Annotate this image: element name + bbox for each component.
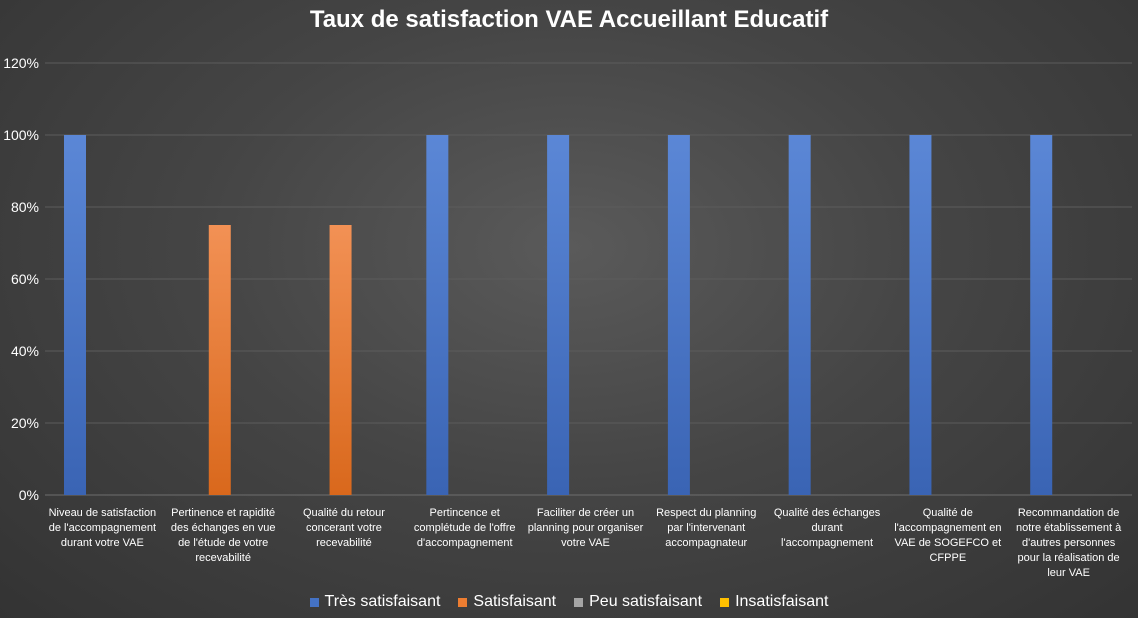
y-tick-label: 60%: [11, 271, 39, 287]
y-tick-label: 40%: [11, 343, 39, 359]
y-tick-label: 100%: [3, 127, 39, 143]
y-tick-label: 0%: [19, 487, 39, 503]
legend-item: Insatisfaisant: [720, 593, 828, 611]
x-tick-label: Niveau de satisfaction de l'accompagneme…: [48, 507, 157, 549]
bar-satisfaisant: [329, 225, 352, 495]
x-tick-label: Recommandation de notre établissement à …: [1016, 507, 1122, 579]
legend-swatch: [458, 597, 468, 607]
legend-label: Insatisfaisant: [735, 593, 829, 610]
x-tick-label: Qualité de l'accompagnement en VAE de SO…: [894, 507, 1002, 564]
bar-très-satisfaisant: [909, 135, 932, 495]
x-tick-label: Respect du planning par l'intervenant ac…: [656, 507, 757, 549]
legend-label: Très satisfaisant: [324, 593, 441, 610]
x-tick-label: Qualité du retour concerant votre receva…: [302, 507, 385, 549]
bar-très-satisfaisant: [1030, 135, 1053, 495]
legend: Très satisfaisant Satisfaisant Peu satisfa…: [0, 593, 1138, 611]
legend-swatch: [574, 597, 584, 607]
bar-très-satisfaisant: [64, 135, 86, 495]
legend-item: Très satisfaisant: [309, 593, 441, 611]
x-tick-label: Pertinence et rapidité des échanges en v…: [170, 507, 276, 564]
legend-swatch: [309, 597, 319, 607]
bar-très-satisfaisant: [788, 135, 811, 495]
chart-title: Taux de satisfaction VAE Accueillant Edu…: [309, 6, 829, 33]
x-tick-label: Qualité des échanges durant l'accompagne…: [773, 507, 881, 549]
y-tick-label: 80%: [11, 199, 39, 215]
legend-label: Satisfaisant: [473, 593, 557, 610]
x-tick-label: Pertincence et complétude de l'offre d'a…: [413, 507, 516, 549]
bar-très-satisfaisant: [547, 135, 570, 495]
bar-très-satisfaisant: [426, 135, 449, 495]
legend-swatch: [720, 597, 730, 607]
y-tick-label: 120%: [3, 55, 39, 71]
y-tick-label: 20%: [11, 415, 39, 431]
legend-item: Satisfaisant: [458, 593, 556, 611]
bar-satisfaisant: [208, 225, 231, 495]
legend-label: Peu satisfaisant: [589, 593, 703, 610]
bar-très-satisfaisant: [667, 135, 690, 495]
legend-item: Peu satisfaisant: [574, 593, 702, 611]
x-tick-label: Faciliter de créer un planning pour orga…: [527, 507, 644, 549]
